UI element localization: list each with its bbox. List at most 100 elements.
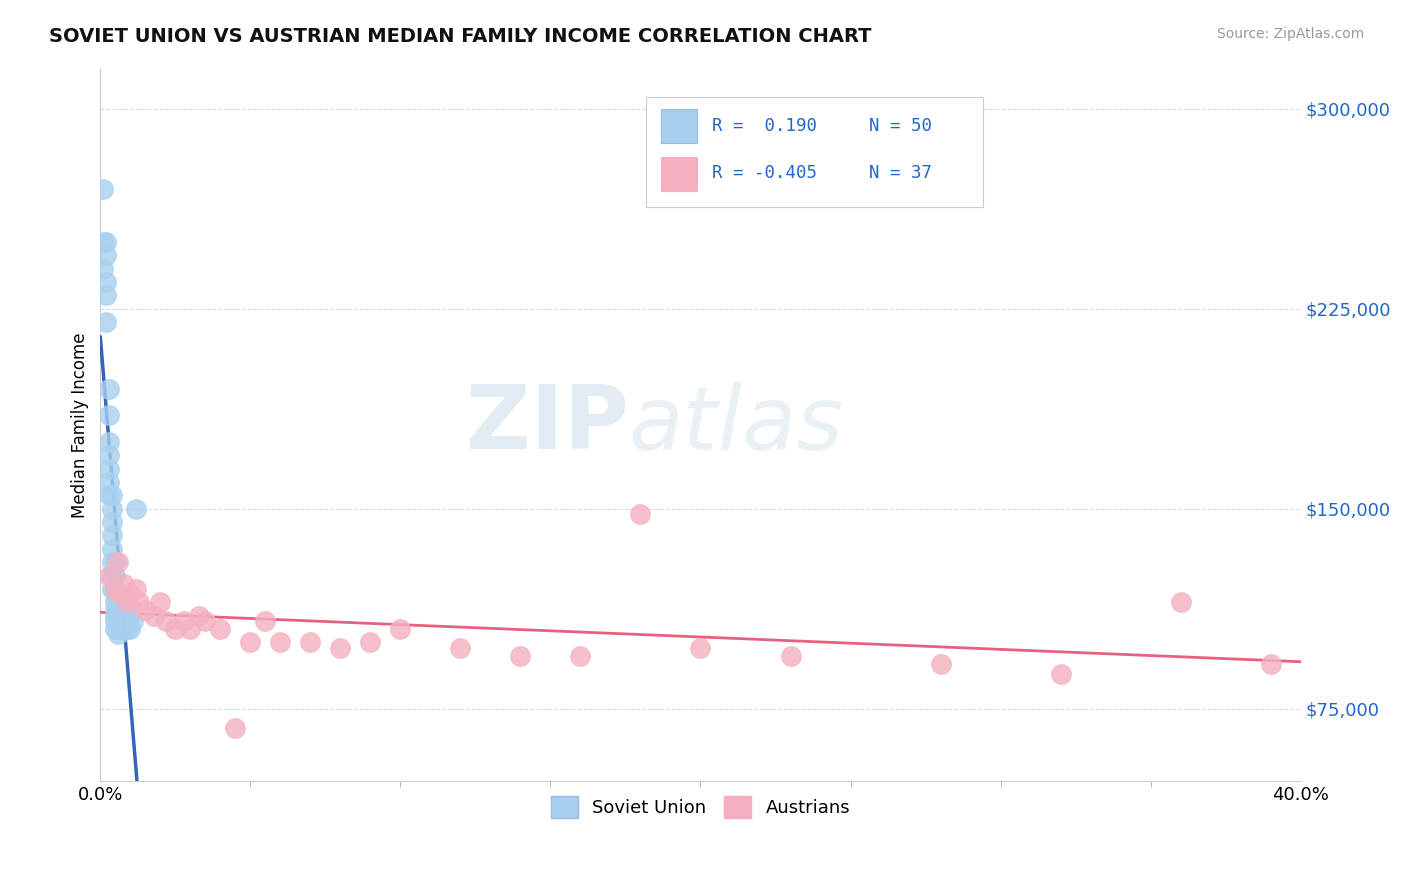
Text: SOVIET UNION VS AUSTRIAN MEDIAN FAMILY INCOME CORRELATION CHART: SOVIET UNION VS AUSTRIAN MEDIAN FAMILY I…	[49, 27, 872, 45]
Point	[107, 608, 129, 623]
Point	[155, 614, 177, 628]
Point	[117, 595, 139, 609]
Point	[98, 382, 121, 396]
Point	[96, 275, 118, 289]
Point	[299, 635, 322, 649]
Point	[98, 568, 121, 582]
Point	[104, 587, 127, 601]
Point	[117, 622, 139, 636]
Point	[110, 587, 132, 601]
Point	[689, 640, 711, 655]
Point	[96, 288, 118, 302]
Point	[96, 315, 118, 329]
Point	[104, 608, 127, 623]
Point	[104, 582, 127, 596]
Point	[329, 640, 352, 655]
Legend: Soviet Union, Austrians: Soviet Union, Austrians	[543, 789, 858, 825]
Point	[929, 657, 952, 671]
Point	[209, 622, 232, 636]
Point	[107, 555, 129, 569]
Point	[120, 608, 142, 623]
Point	[104, 582, 127, 596]
Point	[125, 582, 148, 596]
Point	[112, 614, 135, 628]
Point	[98, 449, 121, 463]
Text: atlas: atlas	[628, 382, 844, 467]
Point	[107, 622, 129, 636]
Point	[101, 488, 124, 502]
Point	[104, 568, 127, 582]
Point	[98, 488, 121, 502]
Point	[93, 235, 115, 249]
Point	[107, 614, 129, 628]
Text: R = -0.405: R = -0.405	[713, 164, 817, 182]
Point	[107, 627, 129, 641]
Point	[110, 608, 132, 623]
Y-axis label: Median Family Income: Median Family Income	[72, 332, 89, 517]
Point	[117, 614, 139, 628]
Point	[122, 614, 145, 628]
Point	[96, 235, 118, 249]
Point	[630, 507, 652, 521]
Point	[110, 622, 132, 636]
Point	[104, 614, 127, 628]
Point	[98, 435, 121, 450]
Point	[149, 595, 172, 609]
Point	[188, 608, 211, 623]
Point	[96, 248, 118, 262]
Bar	[661, 109, 697, 144]
Point	[101, 541, 124, 556]
Point	[179, 622, 201, 636]
Point	[110, 614, 132, 628]
Point	[104, 603, 127, 617]
Point	[194, 614, 217, 628]
Point	[1049, 667, 1071, 681]
Point	[134, 603, 156, 617]
Point	[389, 622, 412, 636]
Point	[239, 635, 262, 649]
Point	[1260, 657, 1282, 671]
Point	[224, 721, 246, 735]
Point	[107, 603, 129, 617]
Point	[128, 595, 150, 609]
Point	[104, 622, 127, 636]
Point	[107, 595, 129, 609]
Point	[779, 648, 801, 663]
Point	[112, 576, 135, 591]
Point	[101, 528, 124, 542]
Point	[104, 595, 127, 609]
Point	[104, 555, 127, 569]
Point	[93, 261, 115, 276]
Bar	[661, 157, 697, 191]
Point	[569, 648, 592, 663]
Point	[112, 608, 135, 623]
Point	[120, 587, 142, 601]
Point	[101, 568, 124, 582]
Text: N = 50: N = 50	[869, 117, 932, 135]
Point	[254, 614, 277, 628]
Point	[359, 635, 381, 649]
Point	[165, 622, 187, 636]
Point	[98, 462, 121, 476]
Text: N = 37: N = 37	[869, 164, 932, 182]
Text: ZIP: ZIP	[465, 381, 628, 468]
Point	[101, 501, 124, 516]
Point	[110, 603, 132, 617]
Point	[98, 409, 121, 423]
Point	[93, 181, 115, 195]
Point	[101, 582, 124, 596]
Point	[98, 475, 121, 490]
Point	[101, 555, 124, 569]
Point	[269, 635, 291, 649]
Point	[1170, 595, 1192, 609]
Point	[143, 608, 166, 623]
Point	[449, 640, 471, 655]
Text: R =  0.190: R = 0.190	[713, 117, 817, 135]
FancyBboxPatch shape	[647, 97, 983, 208]
Point	[101, 515, 124, 529]
Point	[509, 648, 531, 663]
Point	[120, 622, 142, 636]
Point	[173, 614, 195, 628]
Point	[125, 501, 148, 516]
Text: Source: ZipAtlas.com: Source: ZipAtlas.com	[1216, 27, 1364, 41]
